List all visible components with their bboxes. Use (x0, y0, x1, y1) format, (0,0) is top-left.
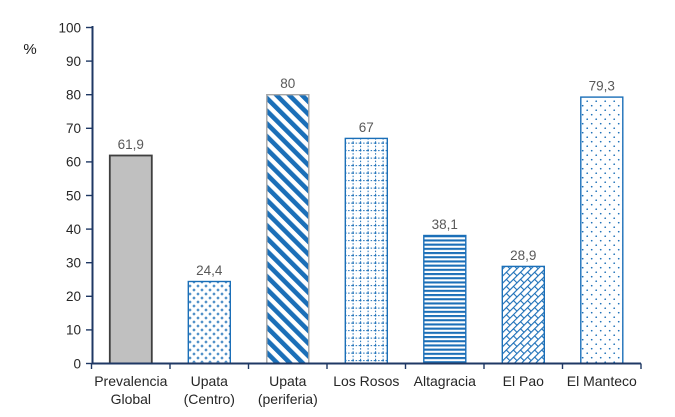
labels-layer: 61,9 Prevalencia Global 24,4 Upata (Centro) 80… (58, 20, 637, 407)
y-tick-label: 40 (66, 222, 81, 237)
value-label: 61,9 (118, 137, 144, 152)
y-tick-label: 70 (66, 121, 81, 136)
bar-2 (187, 280, 232, 365)
category-label: Upata (269, 373, 307, 389)
value-label: 67 (359, 120, 374, 135)
value-label: 80 (280, 76, 295, 91)
category-label: Los Rosos (333, 373, 399, 389)
y-tick-label: 30 (66, 256, 81, 271)
bar-1 (108, 154, 153, 365)
y-tick-label: 100 (58, 20, 81, 35)
axes-layer (86, 26, 642, 369)
bar-7 (580, 96, 624, 365)
bar-3 (266, 93, 310, 365)
y-tick-label: 0 (73, 356, 81, 371)
y-axis-unit-label: % (23, 41, 37, 58)
category-label: (periferia) (258, 391, 318, 407)
y-tick-label: 50 (66, 188, 81, 203)
y-tick-label: 80 (66, 88, 81, 103)
value-label: 38,1 (432, 217, 458, 232)
bars-layer (108, 93, 624, 365)
category-label: Global (111, 391, 151, 407)
bar-5 (423, 234, 467, 365)
y-tick-label: 10 (66, 323, 81, 338)
category-label: Altagracia (414, 373, 476, 389)
category-label: Upata (191, 373, 229, 389)
category-label: El Manteco (567, 373, 637, 389)
category-label: Prevalencia (94, 373, 167, 389)
bar-6 (501, 265, 545, 365)
y-tick-label: 60 (66, 155, 81, 170)
category-label: El Pao (503, 373, 544, 389)
value-label: 79,3 (589, 79, 615, 94)
bar-4 (344, 137, 388, 365)
y-tick-label: 90 (66, 54, 81, 69)
y-tick-label: 20 (66, 289, 81, 304)
value-label: 28,9 (510, 248, 536, 263)
category-label: (Centro) (184, 391, 235, 407)
value-label: 24,4 (196, 263, 223, 278)
